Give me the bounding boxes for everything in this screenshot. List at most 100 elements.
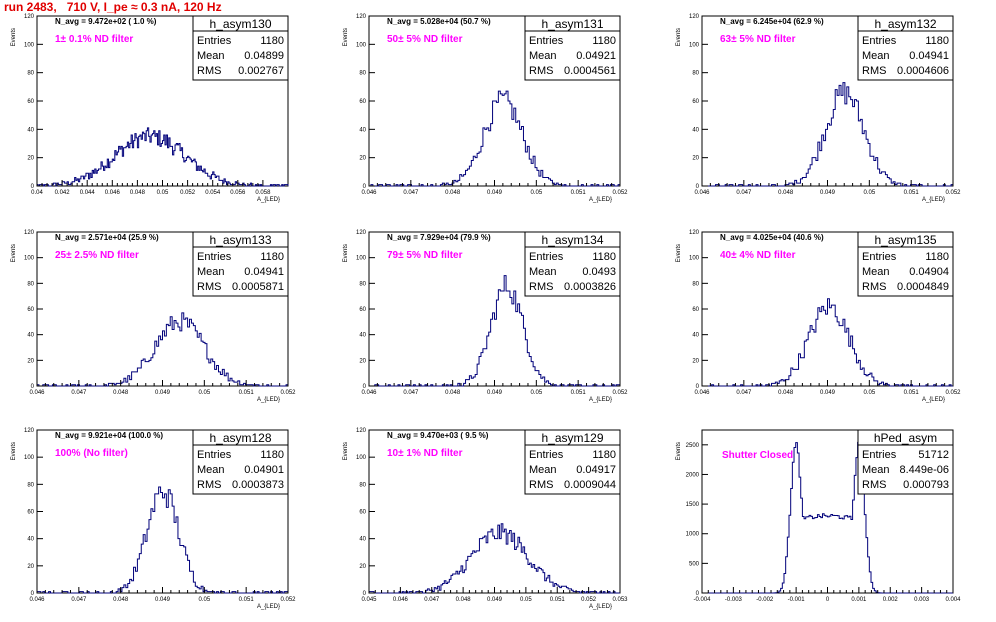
stats-box [857, 231, 954, 297]
x-axis-label: A_{LED} [589, 397, 612, 403]
y-tick-label: 80 [692, 281, 699, 287]
x-tick-label: 0.051 [904, 390, 920, 396]
n-avg-label: N_avg = 7.929e+04 (79.9 %) [387, 233, 491, 242]
x-tick-label: 0.048 [130, 190, 146, 196]
stat-label: Mean [197, 464, 225, 476]
x-tick-label: 0.047 [736, 190, 752, 196]
stats-box [192, 429, 289, 495]
y-tick-label: 60 [359, 510, 366, 516]
x-tick-label: 0.049 [820, 190, 836, 196]
x-axis-label: A_{LED} [257, 604, 280, 610]
x-tick-label: 0.052 [945, 190, 961, 196]
filter-note: 10± 1% ND filter [387, 448, 463, 459]
stat-label: RMS [529, 479, 553, 491]
y-tick-label: 60 [27, 510, 34, 516]
histogram-name: h_asym131 [541, 17, 603, 31]
y-tick-label: 0 [363, 384, 367, 390]
x-axis-label: A_{LED} [589, 197, 612, 203]
x-tick-label: 0.05 [863, 190, 875, 196]
filter-note: 1± 0.1% ND filter [55, 34, 133, 45]
y-tick-label: 0 [696, 384, 700, 390]
x-tick-label: 0.048 [445, 390, 461, 396]
x-tick-label: 0.003 [914, 597, 930, 603]
stat-label: Mean [862, 464, 890, 476]
y-tick-label: 40 [692, 127, 699, 133]
stat-value: 0.04917 [576, 464, 616, 476]
stat-value: 0.04941 [909, 50, 949, 62]
x-tick-label: 0.002 [883, 597, 899, 603]
stats-box [192, 15, 289, 81]
y-tick-label: 20 [27, 358, 34, 364]
stats-box [524, 429, 621, 495]
y-tick-label: 100 [356, 455, 367, 461]
histogram-panel-h_asym129: 0.045 0.046 0.047 0.048 0.049 0.05 0.051 0.052 0… [343, 428, 628, 610]
stat-value: 8.449e-06 [899, 464, 949, 476]
y-tick-label: 60 [692, 99, 699, 105]
histogram-panel-h_asym128: 0.046 0.047 0.048 0.049 0.05 0.051 0.052 0 20 40 6… [11, 428, 296, 610]
stat-value: 0.0004561 [564, 65, 616, 77]
stat-value: 1180 [592, 251, 616, 263]
x-tick-label: 0.04 [31, 190, 43, 196]
stat-label: Mean [862, 50, 890, 62]
stat-label: Entries [529, 251, 564, 263]
stat-label: Entries [862, 35, 897, 47]
x-tick-label: 0.048 [113, 390, 129, 396]
histogram-line [369, 90, 621, 187]
histogram-line [702, 298, 953, 387]
x-tick-label: 0.046 [694, 190, 710, 196]
x-tick-label: 0.044 [80, 190, 96, 196]
stat-value: 0.0009044 [564, 479, 616, 491]
x-tick-label: 0.048 [778, 190, 794, 196]
x-tick-label: 0.05 [530, 190, 542, 196]
stat-value: 0.0493 [582, 266, 616, 278]
filter-note: 25± 2.5% ND filter [55, 250, 139, 261]
histogram-panel-h_asym130: 0.04 0.042 0.044 0.046 0.048 0.05 0.052 0.054 0.… [11, 14, 289, 203]
x-tick-label: 0.054 [205, 190, 221, 196]
stat-value: 0.0005871 [232, 281, 284, 293]
y-tick-label: 120 [689, 14, 700, 20]
y-axis-label: Events [11, 442, 17, 460]
histogram-line [36, 127, 289, 187]
filter-note: 50± 5% ND filter [387, 34, 463, 45]
y-tick-label: 120 [24, 428, 35, 434]
stats-box [524, 15, 621, 81]
y-axis-label: Events [676, 28, 682, 46]
x-tick-label: 0.05 [520, 597, 532, 603]
histogram-line [702, 82, 954, 187]
histogram-name: h_asym129 [541, 431, 603, 445]
y-axis-label: Events [676, 244, 682, 262]
stat-label: Entries [862, 449, 897, 461]
y-tick-label: 120 [689, 230, 700, 236]
x-tick-label: 0.046 [105, 190, 121, 196]
stat-label: Mean [529, 266, 557, 278]
y-tick-label: 120 [24, 14, 35, 20]
histogram-line [36, 312, 289, 387]
y-tick-label: 0 [31, 384, 35, 390]
x-tick-label: 0.047 [71, 597, 87, 603]
x-tick-label: 0.048 [445, 190, 461, 196]
y-axis-label: Events [676, 442, 682, 460]
y-tick-label: 20 [359, 358, 366, 364]
y-tick-label: 1500 [686, 502, 700, 508]
stat-label: RMS [862, 479, 886, 491]
stat-value: 0.04921 [576, 50, 616, 62]
x-tick-label: 0.046 [29, 390, 45, 396]
y-tick-label: 100 [356, 256, 367, 262]
y-axis-label: Events [343, 244, 349, 262]
x-tick-label: 0.001 [851, 597, 867, 603]
stat-value: 0.04899 [244, 50, 284, 62]
x-tick-label: 0.046 [393, 597, 409, 603]
stat-label: RMS [862, 65, 886, 77]
stat-label: Mean [529, 50, 557, 62]
stat-label: Entries [529, 449, 564, 461]
x-tick-label: 0.05 [530, 390, 542, 396]
y-tick-label: 40 [27, 127, 34, 133]
y-tick-label: 80 [27, 482, 34, 488]
y-tick-label: 40 [27, 333, 34, 339]
y-tick-label: 40 [359, 333, 366, 339]
y-tick-label: 80 [27, 71, 34, 77]
n-avg-label: N_avg = 6.245e+04 (62.9 %) [720, 17, 824, 26]
n-avg-label: N_avg = 5.028e+04 (50.7 %) [387, 17, 491, 26]
x-tick-label: 0.052 [945, 390, 961, 396]
